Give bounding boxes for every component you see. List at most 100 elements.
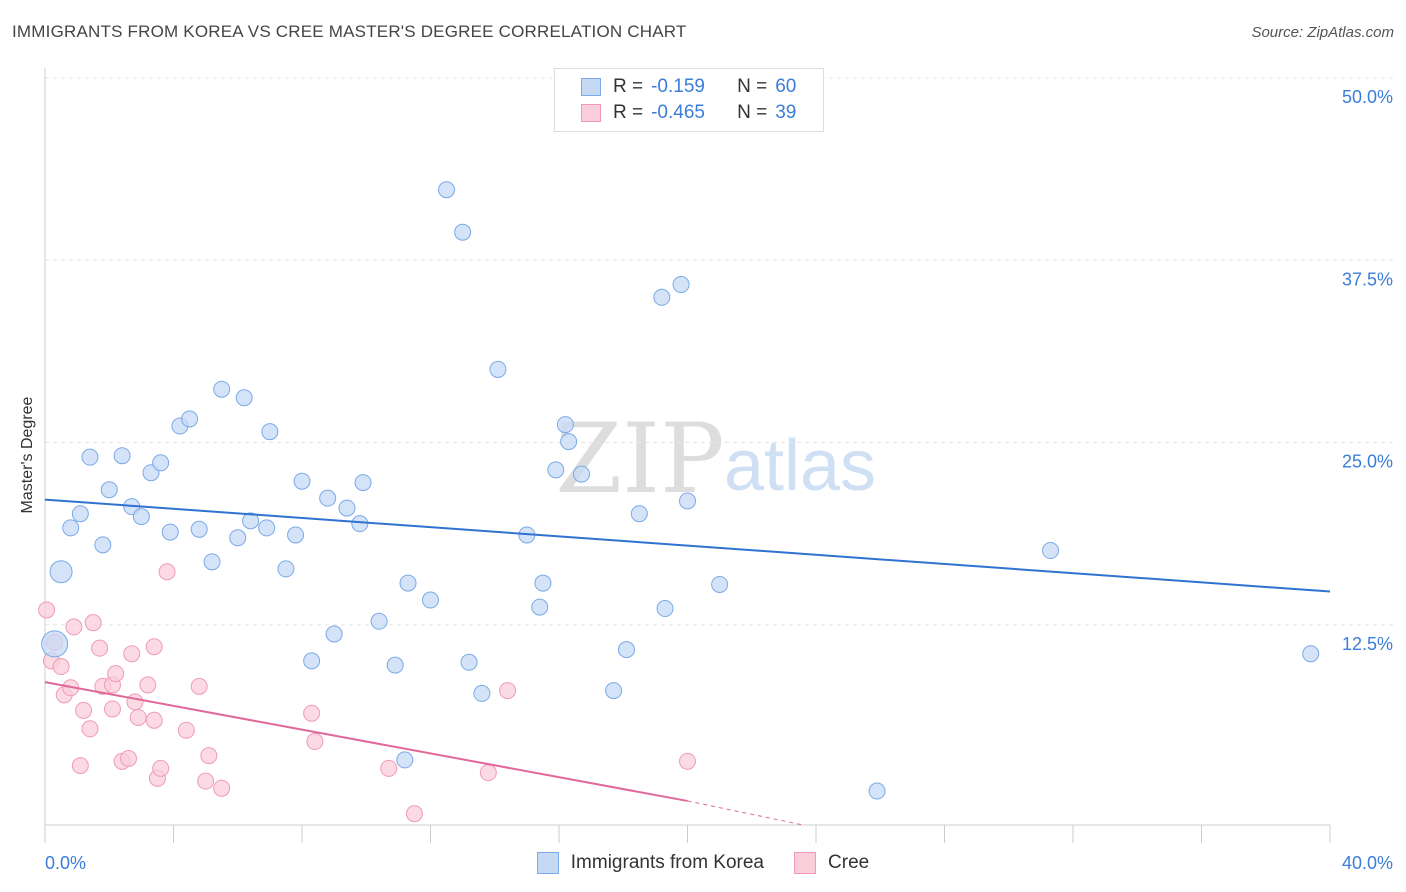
korea-point (1302, 645, 1320, 663)
korea-point (617, 641, 635, 659)
korea-point (277, 560, 295, 578)
korea-trend-line (44, 498, 1331, 593)
legend-item-cree[interactable]: Cree (794, 852, 869, 874)
korea-point (152, 454, 170, 472)
korea-point (190, 520, 208, 538)
korea-point (100, 481, 118, 499)
y-tick-label: 50.0% (1342, 87, 1393, 107)
y-tick-label: 12.5% (1342, 634, 1393, 654)
korea-point (454, 223, 472, 241)
korea-point (161, 523, 179, 541)
korea-point (71, 505, 89, 523)
cree-point (145, 711, 163, 729)
cree-point (38, 601, 56, 619)
korea-point (370, 612, 388, 630)
cree-point (479, 764, 497, 782)
watermark-atlas: atlas (724, 426, 876, 506)
korea-point (711, 575, 729, 593)
korea-point (41, 630, 69, 658)
cree-point (126, 693, 144, 711)
cree-point (679, 752, 696, 770)
correlation-legend: R = -0.159 N = 60 R = -0.465 N = 39 (554, 68, 824, 132)
cree-point (158, 563, 176, 581)
cree-point (499, 682, 517, 700)
korea-point (672, 276, 690, 294)
korea-point (203, 553, 221, 571)
cree-point (200, 747, 218, 765)
chart-title: IMMIGRANTS FROM KOREA VS CREE MASTER'S D… (12, 22, 687, 41)
korea-n-label: N = (737, 76, 768, 97)
korea-point (489, 360, 507, 378)
korea-point (560, 433, 578, 451)
cree-point (380, 759, 398, 777)
korea-point (354, 474, 372, 492)
korea-point (605, 682, 623, 700)
korea-point (868, 782, 886, 800)
korea-point (303, 652, 321, 670)
cree-point (103, 700, 121, 718)
cree-point (81, 720, 99, 738)
cree-point (190, 677, 208, 695)
korea-point (351, 515, 369, 533)
cree-swatch (581, 104, 601, 122)
korea-point (132, 508, 150, 526)
korea-point (235, 389, 253, 407)
korea-point (287, 526, 305, 544)
korea-point (213, 380, 231, 398)
korea-point (181, 410, 199, 428)
series-legend: Immigrants from Korea Cree (0, 852, 1406, 874)
cree-point (306, 733, 324, 751)
cree-point (84, 614, 102, 632)
korea-point (422, 591, 439, 609)
cree-point (120, 750, 138, 768)
cree-r-value: -0.465 (651, 102, 705, 123)
cree-point (213, 779, 231, 797)
watermark-zip: ZIP (555, 403, 724, 515)
cree-trend-extension (687, 800, 804, 826)
legend-item-korea[interactable]: Immigrants from Korea (536, 852, 765, 874)
korea-point (293, 472, 311, 490)
source-label: Source: ZipAtlas.com (1251, 24, 1394, 41)
korea-point (396, 751, 414, 769)
cree-point (303, 704, 321, 722)
korea-point (399, 574, 417, 592)
korea-point (81, 448, 99, 466)
korea-point (49, 560, 73, 584)
cree-legend-swatch (794, 852, 817, 874)
korea-point (261, 423, 279, 441)
korea-point (319, 489, 337, 507)
cree-point (197, 772, 215, 790)
legend-row-cree: R = -0.465 N = 39 (581, 101, 796, 125)
korea-point (325, 625, 343, 643)
x-tick-label-max: 40.0% (1342, 853, 1393, 873)
korea-point (531, 598, 549, 616)
korea-point (572, 465, 590, 483)
korea-point (630, 505, 648, 523)
korea-legend-swatch (536, 852, 559, 874)
korea-point (473, 684, 491, 702)
cree-point (52, 658, 70, 676)
korea-point (258, 519, 276, 537)
korea-point (242, 512, 260, 530)
x-tick-label-min: 0.0% (45, 853, 86, 873)
korea-swatch (581, 78, 601, 96)
korea-r-value: -0.159 (651, 76, 705, 97)
cree-point (129, 708, 147, 726)
cree-point (107, 665, 125, 683)
cree-point (145, 638, 163, 656)
cree-n-value: 39 (775, 102, 797, 123)
cree-point (177, 721, 195, 739)
korea-point (94, 536, 112, 554)
korea-point (556, 416, 574, 434)
korea-point (653, 288, 671, 306)
cree-n-label: N = (737, 102, 768, 123)
korea-point (338, 499, 356, 517)
korea-point (534, 574, 552, 592)
cree-r-label: R = (613, 102, 644, 123)
cree-point (75, 701, 93, 719)
cree-point (405, 805, 423, 823)
y-tick-label: 37.5% (1342, 269, 1393, 289)
korea-legend-label: Immigrants from Korea (570, 852, 765, 873)
cree-point (123, 645, 141, 663)
